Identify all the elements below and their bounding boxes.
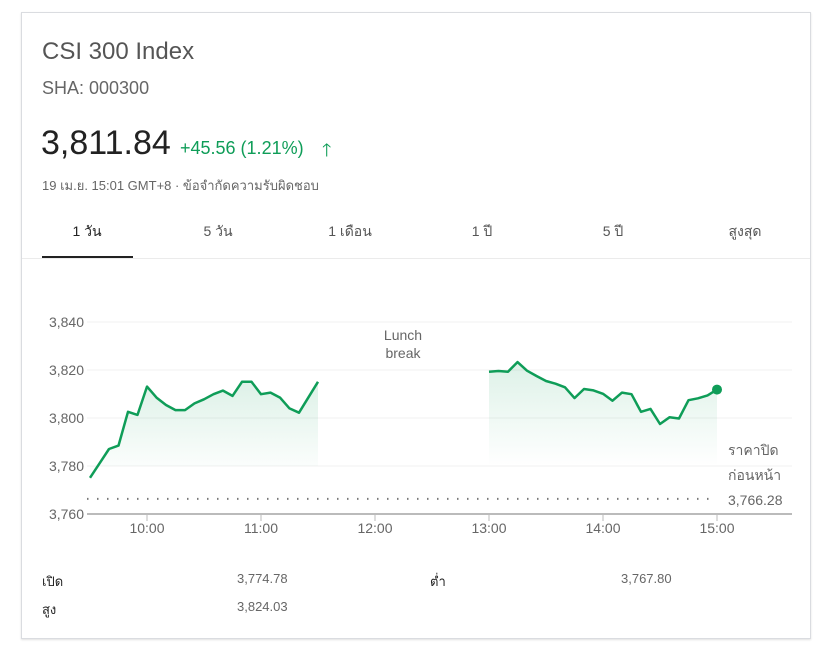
tab-1-year[interactable]: 1 ปี [471,223,493,239]
y-tick-label: 3,760 [49,506,84,522]
x-tick-label: 14:00 [585,520,620,536]
y-tick-label: 3,780 [49,458,84,474]
high-value: 3,824.03 [237,599,288,614]
x-tick-label: 13:00 [471,520,506,536]
y-tick-label: 3,840 [49,314,84,330]
y-tick-label: 3,800 [49,410,84,426]
x-tick-label: 10:00 [129,520,164,536]
area-fill [489,362,717,466]
y-tick-label: 3,820 [49,362,84,378]
tab-max[interactable]: สูงสุด [728,223,762,239]
stock-card [21,12,811,639]
divider [22,258,810,259]
x-tick-label: 12:00 [357,520,392,536]
previous-close-value: 3,766.28 [728,492,783,508]
price-change: +45.56 (1.21%) [180,138,304,158]
timestamp-disclaimer[interactable]: 19 เม.ย. 15:01 GMT+8 · ข้อจำกัดความรับผิ… [42,178,319,193]
lunch-break-label: Lunch [384,327,422,343]
tab-1-month[interactable]: 1 เดือน [328,223,372,239]
current-price: 3,811.84 [41,124,171,162]
active-tab-indicator [42,256,133,259]
low-value: 3,767.80 [621,571,672,586]
x-tick-label: 15:00 [699,520,734,536]
area-fill [90,381,318,478]
price-line [88,380,320,479]
arrow-up-icon: 🡑 [322,140,332,160]
x-tick-label: 11:00 [244,520,278,536]
index-title: CSI 300 Index [42,38,195,65]
open-value: 3,774.78 [237,571,288,586]
ticker-symbol: SHA: 000300 [42,78,150,98]
tab-5-year[interactable]: 5 ปี [602,223,624,239]
open-label: เปิด [42,574,64,589]
price-line [488,360,718,426]
last-price-marker [712,384,722,395]
high-label: สูง [42,602,57,617]
lunch-break-label: break [385,345,421,361]
previous-close-label: ราคาปิด [728,442,779,458]
previous-close-label: ก่อนหน้า [728,467,781,483]
tab-1-day[interactable]: 1 วัน [72,223,102,239]
tab-5-day[interactable]: 5 วัน [203,223,233,239]
low-label: ต่ำ [430,574,446,589]
